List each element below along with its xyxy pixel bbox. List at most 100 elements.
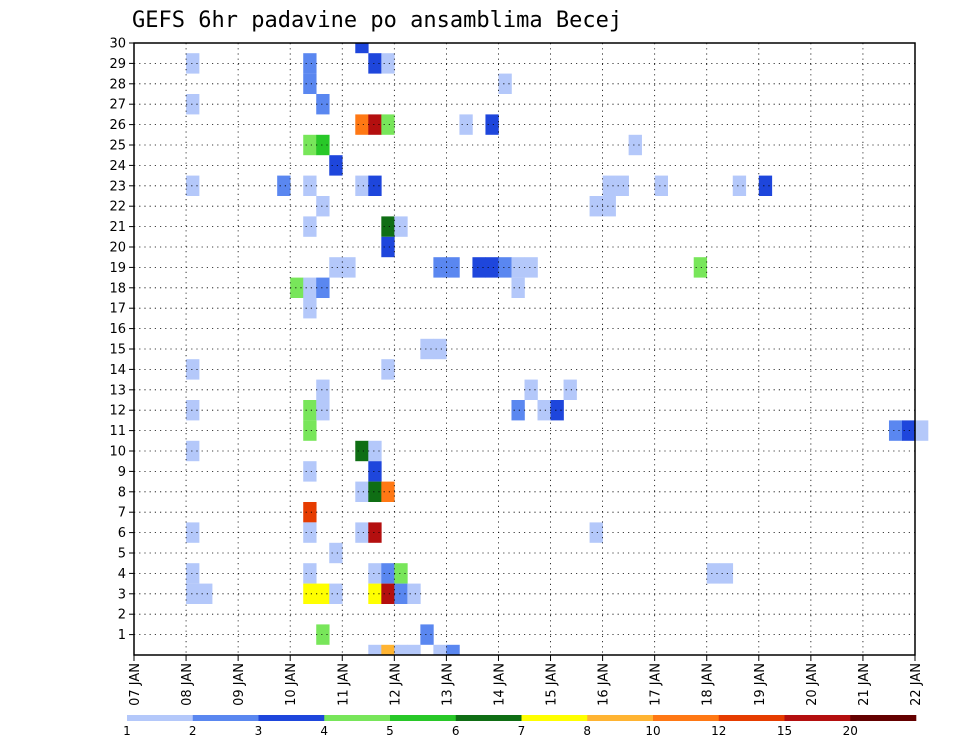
- heatmap-cell: [368, 175, 382, 196]
- heatmap-cell: [303, 298, 317, 319]
- heatmap-cell: [524, 257, 538, 278]
- heatmap-cell: [277, 175, 291, 196]
- heatmap-cell: [758, 175, 773, 196]
- y-tick-label: 19: [109, 261, 126, 276]
- heatmap-cell: [186, 522, 200, 543]
- colorbar-swatch: [587, 715, 654, 721]
- x-tick-label: 10 JAN: [284, 663, 299, 706]
- heatmap-cell: [186, 94, 200, 115]
- heatmap-cell: [407, 644, 421, 655]
- x-tick-label: 15 JAN: [545, 663, 560, 706]
- y-tick-label: 3: [118, 587, 126, 602]
- heatmap-cell: [381, 644, 395, 655]
- heatmap-cell: [433, 644, 447, 655]
- heatmap-cell: [303, 134, 317, 156]
- heatmap-cell: [394, 216, 408, 237]
- x-tick-label: 12 JAN: [388, 663, 403, 706]
- heatmap-cell: [303, 461, 317, 482]
- heatmap-cell: [615, 175, 629, 196]
- heatmap-cell: [381, 53, 395, 74]
- x-tick-label: 22 JAN: [909, 663, 924, 706]
- heatmap-cell: [303, 53, 317, 74]
- y-tick-label: 18: [109, 281, 126, 296]
- heatmap-cell: [368, 53, 382, 74]
- heatmap-cell: [368, 461, 382, 482]
- y-tick-label: 12: [109, 404, 126, 419]
- heatmap-cell: [329, 257, 343, 278]
- heatmap-cell: [394, 583, 408, 604]
- heatmap-cell: [602, 175, 616, 196]
- heatmap-cell: [381, 481, 395, 502]
- colorbar-swatch: [653, 715, 720, 721]
- heatmap-cell: [368, 481, 382, 502]
- heatmap-cell: [433, 257, 447, 278]
- y-tick-label: 25: [109, 139, 126, 154]
- heatmap-cell: [511, 400, 525, 421]
- heatmap-cell: [186, 175, 200, 196]
- y-tick-label: 10: [109, 445, 126, 460]
- y-tick-label: 4: [118, 567, 126, 582]
- heatmap-cell: [186, 440, 200, 462]
- x-tick-label: 17 JAN: [649, 663, 664, 706]
- heatmap-cell: [550, 400, 564, 421]
- heatmap-cell: [407, 583, 421, 604]
- heatmap-cell: [485, 257, 499, 278]
- heatmap-cell: [602, 196, 616, 217]
- y-tick-label: 30: [109, 37, 126, 52]
- y-tick-label: 28: [109, 77, 126, 92]
- colorbar-label: 8: [583, 724, 591, 738]
- y-tick-label: 27: [109, 98, 126, 113]
- heatmap-cell: [654, 175, 668, 196]
- heatmap-cell: [199, 583, 213, 604]
- x-tick-label: 09 JAN: [232, 663, 247, 706]
- y-tick-label: 15: [109, 343, 126, 358]
- colorbar-label: 6: [452, 724, 460, 738]
- heatmap-cells: [186, 43, 929, 655]
- heatmap-cell: [329, 583, 343, 604]
- heatmap-cell: [901, 420, 916, 441]
- heatmap-cell: [420, 338, 434, 360]
- colorbar-swatch: [850, 715, 917, 721]
- x-tick-label: 21 JAN: [857, 663, 872, 706]
- grid-lines: [134, 43, 915, 655]
- heatmap-cell: [316, 379, 330, 400]
- heatmap-cell: [329, 155, 343, 176]
- y-tick-label: 29: [109, 57, 126, 72]
- colorbar-label: 2: [189, 724, 197, 738]
- heatmap-cell: [368, 522, 382, 543]
- heatmap-cell: [303, 73, 317, 94]
- heatmap-cell: [381, 114, 395, 135]
- heatmap-cell: [589, 196, 603, 217]
- heatmap-cell: [628, 134, 642, 156]
- heatmap-cell: [303, 175, 317, 196]
- heatmap-cell: [381, 359, 395, 380]
- colorbar-swatch: [258, 715, 325, 721]
- heatmap-cell: [316, 134, 330, 156]
- y-tick-label: 6: [118, 526, 126, 541]
- y-tick-label: 7: [118, 506, 126, 521]
- heatmap-cell: [186, 563, 200, 584]
- colorbar-label: 3: [255, 724, 263, 738]
- colorbar-swatch: [521, 715, 588, 721]
- x-tick-label: 07 JAN: [128, 663, 143, 706]
- colorbar-label: 4: [320, 724, 328, 738]
- x-axis-ticks: 07 JAN 08 JAN 09 JAN 10 JAN 11 JAN 12 JAN 13 J…: [128, 655, 924, 706]
- heatmap-cell: [381, 583, 395, 604]
- heatmap-cell: [368, 114, 382, 135]
- heatmap-cell: [498, 257, 512, 278]
- heatmap-cell: [303, 563, 317, 584]
- x-tick-label: 11 JAN: [336, 663, 351, 706]
- heatmap-cell: [719, 563, 734, 584]
- heatmap-cell: [355, 440, 369, 462]
- x-tick-label: 14 JAN: [492, 663, 507, 706]
- heatmap-cell: [316, 94, 330, 115]
- heatmap-cell: [498, 73, 512, 94]
- colorbar-swatch: [192, 715, 259, 721]
- heatmap-cell: [381, 216, 395, 237]
- colorbar-swatch: [784, 715, 851, 721]
- heatmap-cell: [511, 277, 525, 298]
- heatmap-cell: [915, 420, 929, 441]
- heatmap-cell: [316, 400, 330, 421]
- y-axis-ticks: 1234567891011121314151617181920212223242…: [109, 37, 134, 643]
- heatmap-cell: [485, 114, 499, 135]
